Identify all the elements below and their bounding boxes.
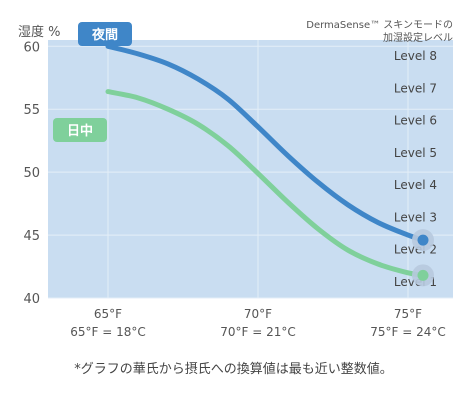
y-axis-label: 湿度 %	[18, 24, 61, 40]
x-tick-label: 75°F	[394, 307, 422, 321]
level-label: Level 6	[394, 114, 437, 128]
level-label: Level 3	[394, 210, 437, 224]
series-line-day	[105, 89, 426, 278]
level-label: Level 7	[394, 81, 437, 95]
x-tick-conversion: 75°F = 24°C	[370, 325, 446, 339]
end-marker-dot	[417, 269, 429, 281]
level-caption-line-1: DermaSense™ スキンモードの	[306, 20, 453, 31]
y-tick-label: 45	[23, 229, 40, 244]
legend-day-tag: 日中	[53, 118, 107, 142]
level-caption-line-2: 加湿設定レベル	[383, 31, 453, 44]
footnote: *グラフの華氏から摂氏への換算値は最も近い整数値。	[74, 362, 393, 377]
legend-day-tag-bg	[53, 118, 107, 142]
y-tick-label: 55	[23, 103, 40, 118]
x-tick-label: 70°F	[244, 307, 272, 321]
x-tick-conversion: 65°F = 18°C	[70, 325, 146, 339]
level-label: Level 8	[394, 49, 437, 63]
y-tick-label: 50	[23, 166, 40, 181]
end-marker-dot	[417, 234, 429, 246]
series-lines	[105, 43, 426, 278]
legend-day-tag-label: 日中	[67, 123, 93, 139]
y-axis-ticks: 60 55 50 45 40	[23, 40, 40, 307]
x-axis-ticks: 65°F 65°F = 18°C 70°F 70°F = 21°C 75°F 75°F =…	[70, 307, 446, 339]
series-end-markers	[412, 229, 434, 287]
series-line-night	[105, 43, 426, 243]
legend-night-tag-label: 夜間	[91, 27, 118, 43]
legend-night-tag-bg	[78, 22, 132, 46]
legend-night-tag: 夜間	[78, 22, 132, 46]
x-tick-conversion: 70°F = 21°C	[220, 325, 296, 339]
y-tick-label: 60	[23, 40, 40, 55]
x-tick-label: 65°F	[94, 307, 122, 321]
level-label: Level 5	[394, 146, 437, 160]
y-tick-label: 40	[23, 292, 40, 307]
level-label: Level 4	[394, 178, 437, 192]
